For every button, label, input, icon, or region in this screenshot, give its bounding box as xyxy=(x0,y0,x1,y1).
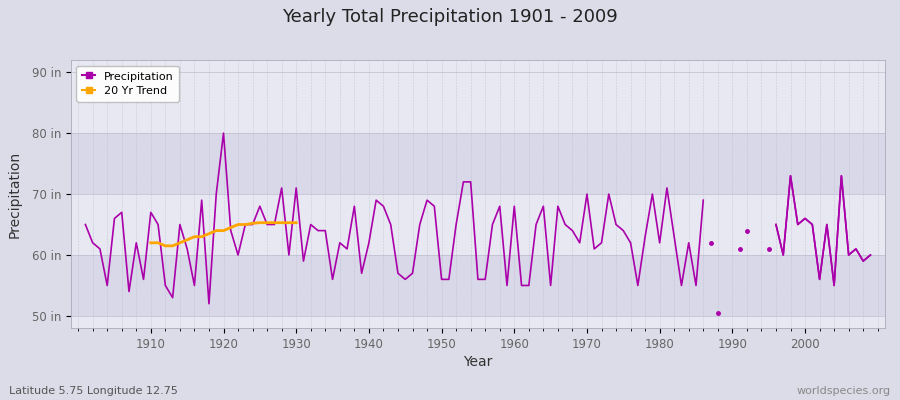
Bar xyxy=(71,133,885,194)
Text: Yearly Total Precipitation 1901 - 2009: Yearly Total Precipitation 1901 - 2009 xyxy=(282,8,618,26)
Y-axis label: Precipitation: Precipitation xyxy=(8,150,22,238)
Text: worldspecies.org: worldspecies.org xyxy=(796,386,891,396)
X-axis label: Year: Year xyxy=(464,355,492,369)
Legend: Precipitation, 20 Yr Trend: Precipitation, 20 Yr Trend xyxy=(76,66,179,102)
Text: Latitude 5.75 Longitude 12.75: Latitude 5.75 Longitude 12.75 xyxy=(9,386,178,396)
Bar xyxy=(71,255,885,316)
